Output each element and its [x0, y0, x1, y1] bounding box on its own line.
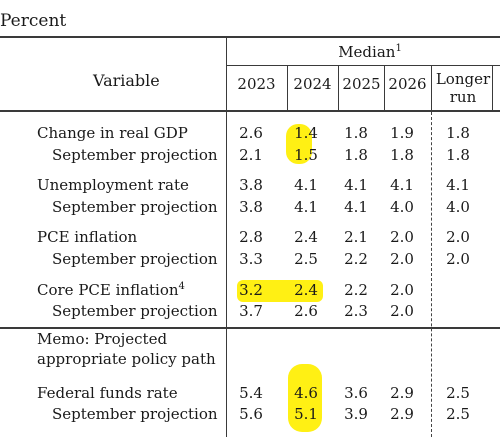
table-cell: 5.4 — [239, 384, 263, 402]
table-cell: 5.1 — [294, 405, 318, 423]
table-cell: 2.1 — [344, 228, 368, 246]
table-cell: 1.9 — [390, 124, 414, 142]
header-rule — [0, 110, 500, 112]
table-cell: 3.8 — [239, 176, 263, 194]
longer-run-divider-dashed — [431, 112, 432, 437]
table-cell: 2.0 — [390, 228, 414, 246]
left-column-rule — [226, 36, 227, 437]
table-cell: 2.2 — [344, 250, 368, 268]
memo-line-2: appropriate policy path — [37, 350, 216, 368]
row-label: Change in real GDP — [37, 124, 188, 142]
longer-run-line1: Longer — [435, 70, 491, 88]
table-cell: 2.4 — [294, 228, 318, 246]
table-cell: 3.9 — [344, 405, 368, 423]
median-rule — [227, 65, 500, 66]
year-header-2026: 2026 — [388, 75, 427, 93]
top-rule — [0, 36, 500, 38]
table-cell: 3.6 — [344, 384, 368, 402]
year-rule-2 — [338, 66, 339, 110]
year-header-2025: 2025 — [342, 75, 381, 93]
table-cell: 3.7 — [239, 302, 263, 320]
row-label-september-projection: September projection — [52, 198, 218, 216]
table-cell: 1.4 — [294, 124, 318, 142]
table-cell: 2.3 — [344, 302, 368, 320]
right-edge-rule — [492, 66, 493, 110]
longer-run-header: Longer run — [433, 70, 493, 106]
table-cell: 4.1 — [446, 176, 470, 194]
row-label-september-projection: September projection — [52, 146, 218, 164]
median-footnote: 1 — [395, 43, 402, 54]
table-cell: 1.5 — [294, 146, 318, 164]
row-label: PCE inflation — [37, 228, 138, 246]
year-header-2023: 2023 — [237, 75, 276, 93]
memo-rule — [0, 327, 500, 329]
table-cell: 2.2 — [344, 281, 368, 299]
table-cell: 2.0 — [446, 250, 470, 268]
unit-label: Percent — [0, 11, 67, 31]
year-rule-3 — [384, 66, 385, 110]
row-label-september-projection: September projection — [52, 302, 218, 320]
row-label: Unemployment rate — [37, 176, 189, 194]
median-header: Median1 — [330, 43, 410, 61]
year-rule-4 — [431, 66, 432, 110]
table-cell: 4.1 — [344, 198, 368, 216]
table-cell: 2.6 — [294, 302, 318, 320]
table-cell: 3.3 — [239, 250, 263, 268]
table-cell: 3.2 — [239, 281, 263, 299]
row-label: Federal funds rate — [37, 384, 178, 402]
table-cell: 2.9 — [390, 384, 414, 402]
table-cell: 2.8 — [239, 228, 263, 246]
table-cell: 4.0 — [446, 198, 470, 216]
memo-line-1: Memo: Projected — [37, 330, 168, 348]
table-cell: 3.8 — [239, 198, 263, 216]
highlight-gdp-2024 — [286, 124, 312, 164]
table-cell: 1.8 — [446, 146, 470, 164]
year-rule-1 — [287, 66, 288, 110]
median-label: Median — [338, 43, 396, 61]
table-cell: 2.9 — [390, 405, 414, 423]
table-cell: 2.0 — [390, 302, 414, 320]
table-cell: 4.6 — [294, 384, 318, 402]
table-cell: 2.0 — [390, 250, 414, 268]
table-cell: 1.8 — [344, 146, 368, 164]
table-cell: 2.4 — [294, 281, 318, 299]
table-cell: 5.6 — [239, 405, 263, 423]
table-cell: 4.1 — [294, 198, 318, 216]
highlight-fed-funds-2024 — [288, 364, 322, 432]
table-cell: 2.6 — [239, 124, 263, 142]
row-label-september-projection: September projection — [52, 405, 218, 423]
row-footnote: 4 — [178, 281, 185, 292]
row-label-september-projection: September projection — [52, 250, 218, 268]
table-cell: 4.1 — [294, 176, 318, 194]
highlight-core-pce-2023-2024 — [237, 280, 323, 302]
table-cell: 4.0 — [390, 198, 414, 216]
longer-run-line2: run — [449, 88, 477, 106]
table-cell: 2.5 — [294, 250, 318, 268]
table-cell: 1.8 — [390, 146, 414, 164]
year-header-2024: 2024 — [293, 75, 332, 93]
table-cell: 2.5 — [446, 405, 470, 423]
table-cell: 2.1 — [239, 146, 263, 164]
table-cell: 1.8 — [344, 124, 368, 142]
table-cell: 1.8 — [446, 124, 470, 142]
table-cell: 2.0 — [390, 281, 414, 299]
table-cell: 2.5 — [446, 384, 470, 402]
table-cell: 2.0 — [446, 228, 470, 246]
table-cell: 4.1 — [344, 176, 368, 194]
row-label: Core PCE inflation4 — [37, 281, 185, 299]
table-cell: 4.1 — [390, 176, 414, 194]
variable-header: Variable — [93, 71, 160, 90]
